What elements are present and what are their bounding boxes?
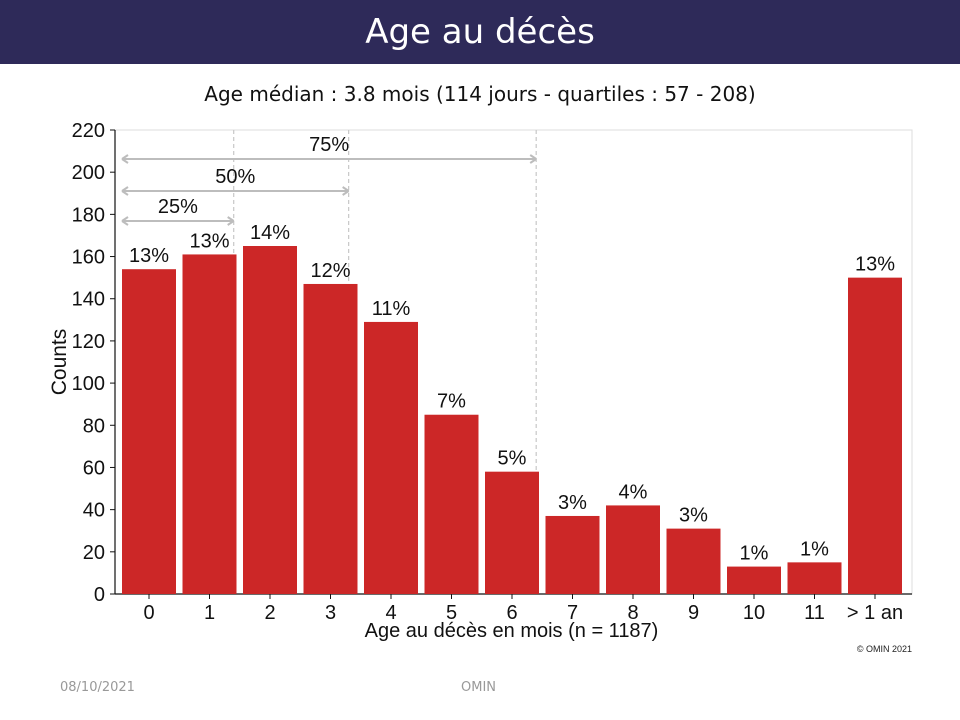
quantile-arrow bbox=[121, 154, 537, 164]
x-axis-label: Age au décès en mois (n = 1187) bbox=[365, 620, 659, 642]
bar-value-label: 11% bbox=[372, 298, 411, 320]
x-tick-label: > 1 an bbox=[847, 602, 903, 624]
bar bbox=[545, 515, 600, 594]
y-tick-label: 0 bbox=[94, 584, 105, 606]
bar bbox=[364, 321, 418, 594]
bar bbox=[606, 505, 660, 594]
y-tick-label: 200 bbox=[72, 162, 105, 184]
y-tick-label: 140 bbox=[72, 289, 105, 311]
bar-value-label: 5% bbox=[498, 448, 527, 470]
bar-value-label: 4% bbox=[619, 481, 648, 503]
y-axis-label: Counts bbox=[48, 329, 71, 396]
bar-value-label: 7% bbox=[437, 391, 466, 413]
y-tick-label: 20 bbox=[83, 542, 105, 564]
bar bbox=[485, 471, 539, 594]
x-tick-label: 5 bbox=[446, 602, 457, 624]
footer-label: OMIN bbox=[461, 680, 497, 695]
bar-value-label: 13% bbox=[129, 245, 169, 267]
y-tick-label: 120 bbox=[72, 331, 105, 353]
x-tick-label: 6 bbox=[506, 602, 517, 624]
chart-subtitle: Age médian : 3.8 mois (114 jours - quart… bbox=[204, 82, 756, 106]
copyright-note: © OMIN 2021 bbox=[856, 644, 912, 654]
x-tick-label: 7 bbox=[567, 602, 578, 624]
bar bbox=[303, 283, 358, 594]
bar-value-label: 3% bbox=[558, 492, 587, 514]
quantile-label: 25% bbox=[158, 196, 198, 218]
bar-chart: 020406080100120140160180200220Counts013%… bbox=[48, 120, 913, 642]
bar-value-label: 14% bbox=[250, 222, 290, 244]
y-tick-label: 220 bbox=[72, 120, 105, 142]
bar bbox=[727, 566, 781, 594]
slide-title: Age au décès bbox=[365, 12, 595, 52]
x-tick-label: 9 bbox=[688, 602, 699, 624]
x-tick-label: 1 bbox=[204, 602, 215, 624]
x-tick-label: 3 bbox=[325, 602, 336, 624]
y-tick-label: 100 bbox=[72, 373, 105, 395]
bar-value-label: 12% bbox=[310, 260, 350, 282]
quantile-label: 75% bbox=[309, 134, 349, 156]
y-tick-label: 180 bbox=[72, 204, 105, 226]
bar bbox=[243, 246, 297, 594]
x-tick-label: 10 bbox=[743, 602, 765, 624]
bar-value-label: 13% bbox=[189, 230, 229, 252]
bar-value-label: 1% bbox=[800, 538, 829, 560]
footer-date: 08/10/2021 bbox=[60, 680, 135, 695]
y-tick-label: 40 bbox=[83, 500, 105, 522]
bar bbox=[122, 269, 176, 594]
x-tick-label: 4 bbox=[385, 602, 396, 624]
title-banner bbox=[0, 0, 960, 64]
y-tick-label: 60 bbox=[83, 457, 105, 479]
y-tick-label: 80 bbox=[83, 415, 105, 437]
bar bbox=[182, 254, 237, 594]
quantile-arrow bbox=[121, 216, 235, 226]
bar-value-label: 3% bbox=[679, 505, 708, 527]
quantile-label: 50% bbox=[215, 166, 255, 188]
bar-value-label: 1% bbox=[740, 543, 769, 565]
bar bbox=[848, 277, 902, 594]
x-tick-label: 11 bbox=[804, 602, 825, 624]
x-tick-label: 8 bbox=[627, 602, 638, 624]
bar-value-label: 13% bbox=[855, 254, 895, 276]
bar bbox=[666, 528, 721, 594]
y-tick-label: 160 bbox=[72, 247, 105, 269]
bar bbox=[787, 562, 842, 594]
bar bbox=[424, 414, 479, 594]
x-tick-label: 0 bbox=[143, 602, 154, 624]
x-tick-label: 2 bbox=[264, 602, 275, 624]
quantile-arrow bbox=[121, 186, 350, 196]
